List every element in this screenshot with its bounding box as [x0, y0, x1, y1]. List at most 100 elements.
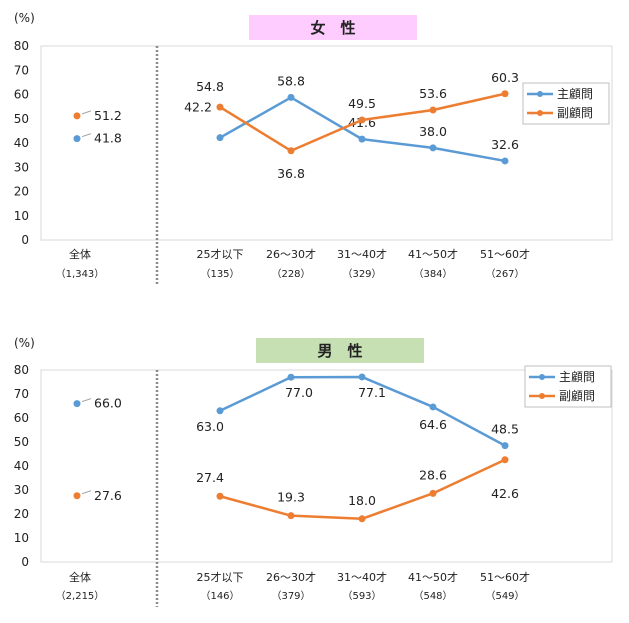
total-leader-line: [81, 133, 92, 138]
data-label: 32.6: [491, 137, 519, 152]
data-label: 28.6: [419, 467, 447, 482]
data-label: 60.3: [491, 70, 519, 85]
category-count: （549）: [485, 590, 524, 602]
data-label: 19.3: [277, 490, 305, 505]
data-point: [358, 373, 366, 381]
legend-swatch-marker: [539, 393, 545, 399]
total-leader-line: [81, 398, 92, 403]
data-label: 64.6: [419, 417, 447, 432]
category-count: （135）: [200, 268, 239, 280]
category-label: 31～40才: [337, 570, 387, 584]
total-leader-line: [81, 490, 92, 495]
y-tick-label: 10: [14, 531, 29, 545]
category-label: 25才以下: [197, 247, 244, 261]
data-point: [287, 373, 295, 381]
y-tick-label: 0: [21, 233, 29, 247]
data-point: [501, 90, 509, 98]
category-label: 26～30才: [266, 570, 316, 584]
category-count: （228）: [271, 268, 310, 280]
category-count: （593）: [342, 590, 381, 602]
y-tick-label: 60: [14, 88, 29, 102]
data-label: 18.0: [348, 493, 376, 508]
data-point: [358, 116, 366, 124]
y-tick-label: 30: [14, 160, 29, 174]
total-point: [73, 135, 81, 143]
legend-swatch-marker: [537, 110, 543, 116]
category-count: （146）: [200, 590, 239, 602]
category-label: 25才以下: [197, 570, 244, 584]
data-point: [216, 134, 224, 142]
data-label: 77.0: [285, 385, 313, 400]
category-count: （384）: [413, 268, 452, 280]
total-label: 全体: [69, 247, 91, 261]
total-point: [73, 492, 81, 500]
category-label: 51～60才: [480, 247, 530, 261]
legend-swatch-marker: [537, 91, 543, 97]
y-tick-label: 30: [14, 483, 29, 497]
y-tick-label: 20: [14, 507, 29, 521]
total-data-label: 51.2: [94, 108, 122, 123]
data-point: [287, 93, 295, 101]
legend-label: 主顧問: [557, 86, 593, 101]
chart-title-box: [249, 15, 417, 40]
y-tick-label: 70: [14, 387, 29, 401]
data-label: 27.4: [196, 470, 224, 485]
series-line-sub: [219, 458, 506, 521]
total-label: 全体: [69, 570, 91, 584]
total-point: [73, 400, 81, 408]
y-tick-label: 0: [21, 555, 29, 569]
data-point: [429, 403, 437, 411]
data-point: [287, 512, 295, 520]
category-label: 41～50才: [408, 570, 458, 584]
data-point: [501, 157, 509, 165]
data-point: [429, 106, 437, 114]
data-label: 36.8: [277, 166, 305, 181]
y-tick-label: 70: [14, 63, 29, 77]
data-label: 49.5: [348, 96, 376, 111]
legend-box: [522, 82, 610, 125]
legend-box: [524, 365, 612, 408]
data-point: [501, 442, 509, 450]
data-label: 42.6: [491, 486, 519, 501]
plot-area: [40, 45, 613, 241]
legend-label: 副顧問: [559, 388, 595, 403]
chart-title: 男 性: [317, 342, 362, 360]
total-point: [73, 112, 81, 120]
data-point: [216, 407, 224, 415]
legend-swatch-marker: [539, 374, 545, 380]
legend-label: 副顧問: [557, 105, 593, 120]
data-point: [429, 144, 437, 152]
category-label: 31～40才: [337, 247, 387, 261]
category-label: 51～60才: [480, 570, 530, 584]
data-label: 77.1: [358, 385, 386, 400]
data-label: 54.8: [196, 79, 224, 94]
total-leader-line: [81, 110, 92, 115]
data-point: [358, 135, 366, 143]
category-count: （379）: [271, 590, 310, 602]
y-tick-label: 60: [14, 411, 29, 425]
data-point: [429, 489, 437, 497]
total-data-label: 41.8: [94, 131, 122, 146]
data-label: 63.0: [196, 419, 224, 434]
category-label: 41～50才: [408, 247, 458, 261]
y-tick-label: 50: [14, 112, 29, 126]
y-axis-unit: (%): [14, 336, 35, 350]
total-count: （1,343）: [56, 268, 105, 280]
data-label: 42.2: [184, 100, 212, 115]
data-label: 38.0: [419, 124, 447, 139]
y-tick-label: 10: [14, 209, 29, 223]
category-count: （329）: [342, 268, 381, 280]
legend-label: 主顧問: [559, 369, 595, 384]
data-point: [501, 456, 509, 464]
chart-title-box: [256, 338, 424, 363]
total-count: （2,215）: [56, 590, 105, 602]
chart-title: 女 性: [310, 19, 355, 37]
y-tick-label: 40: [14, 136, 29, 150]
plot-area: [40, 369, 613, 563]
data-label: 53.6: [419, 86, 447, 101]
data-point: [216, 103, 224, 111]
data-point: [287, 147, 295, 155]
y-tick-label: 80: [14, 363, 29, 377]
data-point: [216, 492, 224, 500]
